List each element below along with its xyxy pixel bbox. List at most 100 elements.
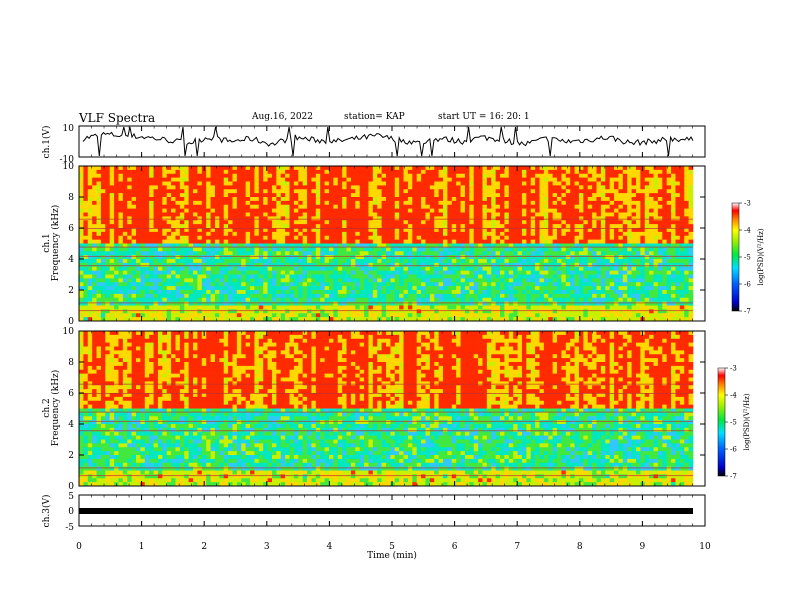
ch1-spec-cell	[83, 305, 89, 310]
ch1-spec-cell	[425, 166, 431, 171]
ch1-spec-cell	[166, 228, 172, 233]
ch1-spec-cell	[526, 189, 532, 194]
ch1-spec-cell	[364, 193, 369, 198]
ch1-spec-cell	[136, 278, 141, 283]
ch1-spec-cell	[482, 220, 488, 225]
ch1-spec-cell	[263, 177, 268, 182]
ch1-spec-cell	[473, 193, 479, 198]
ch1-spec-cell	[241, 181, 246, 186]
ch1-spec-cell	[263, 251, 268, 256]
ch1-spec-cell	[372, 177, 378, 182]
ch1-spec-cell	[618, 313, 624, 318]
ch1-spec-cell	[592, 282, 597, 287]
ch1-spec-cell	[372, 231, 378, 237]
ch1-spec-cell	[223, 177, 229, 182]
ch1-spec-cell	[583, 228, 589, 233]
ch1-spec-cell	[271, 274, 277, 279]
ch1-spec-cell	[355, 231, 360, 237]
ch1-spec-cell	[552, 169, 558, 175]
ch1-spec-cell	[464, 224, 470, 229]
ch1-spec-cell	[394, 185, 400, 190]
ch1-spec-cell	[377, 297, 382, 302]
ch1-spec-cell	[574, 177, 580, 182]
ch1-spec-cell	[197, 313, 203, 318]
ch1-spec-cell	[394, 220, 400, 225]
ch1-spec-cell	[219, 169, 225, 175]
ch1-spec-cell	[79, 224, 84, 229]
ch1-spec-cell	[583, 278, 589, 283]
ch1-spec-cell	[276, 297, 282, 302]
ch1-spec-cell	[307, 181, 312, 186]
ch1-spec-cell	[364, 197, 369, 202]
ch1-spec-cell	[469, 220, 475, 225]
ch1-spec-cell	[478, 313, 483, 318]
ch1-spec-cell	[105, 181, 110, 186]
ch1-spec-cell	[574, 220, 580, 225]
ch1-spec-cell	[245, 181, 251, 186]
ch1-spec-cell	[364, 177, 369, 182]
ch1-spec-cell	[197, 255, 203, 260]
ch1-spec-cell	[605, 173, 610, 178]
ch1-spec-cell	[412, 317, 417, 322]
ch1-spec-cell	[381, 305, 387, 310]
ch1-spec-cell	[394, 297, 400, 302]
ch1-spec-cell	[228, 200, 233, 206]
ch1-spec-cell	[416, 297, 422, 302]
ch1-spec-cell	[443, 290, 448, 295]
ch1-spec-cell	[570, 243, 575, 248]
ch1-spec-cell	[622, 193, 628, 198]
ch1-spec-cell	[162, 204, 168, 209]
ch1-spec-cell	[407, 282, 413, 287]
ch1-spec-cell	[153, 189, 159, 194]
ch1-spec-cell	[535, 305, 540, 310]
ch1-spec-cell	[315, 204, 321, 209]
ch1-spec-cell	[223, 270, 229, 275]
ch1-spec-cell	[241, 224, 246, 229]
ch1-spec-cell	[513, 216, 518, 221]
ch1-spec-cell	[144, 181, 150, 186]
ch1-spec-cell	[140, 224, 146, 229]
ch1-spec-cell	[403, 301, 409, 306]
ch1-spec-cell	[350, 181, 356, 186]
ch1-spec-cell	[171, 239, 176, 244]
ch1-spec-cell	[543, 200, 549, 206]
ch1-spec-cell	[482, 297, 488, 302]
ch1-spec-cell	[311, 255, 317, 260]
ch1-spec-cell	[280, 293, 286, 299]
ch1-spec-cell	[578, 290, 584, 295]
ch1-spec-cell	[153, 251, 159, 256]
ch1-spec-cell	[337, 220, 343, 225]
ch1-spec-cell	[596, 305, 602, 310]
ch1-spec-cell	[114, 177, 119, 182]
ch1-spec-cell	[464, 313, 470, 318]
ch1-spec-cell	[600, 204, 606, 209]
ch1-spec-cell	[377, 251, 382, 256]
ch1-spec-cell	[565, 173, 571, 178]
ch1-spec-cell	[618, 266, 624, 271]
ch1-spec-cell	[258, 193, 264, 198]
ch1-spec-cell	[469, 305, 475, 310]
ch1-spec-cell	[394, 243, 400, 248]
ch1-spec-cell	[521, 197, 527, 202]
ch1-spec-cell	[324, 169, 330, 175]
ch1-spec-cell	[504, 200, 510, 206]
ch1-spec-cell	[307, 185, 312, 190]
ch1-spec-cell	[100, 293, 106, 299]
ch1-spec-cell	[179, 301, 185, 306]
ch1-spec-cell	[491, 317, 496, 322]
ch1-spec-cell	[359, 193, 365, 198]
ch1-spec-cell	[390, 286, 396, 291]
ch1-spec-cell	[214, 216, 220, 221]
ch1-spec-cell	[324, 243, 330, 248]
ch1-spec-cell	[526, 317, 532, 322]
ch1-spec-cell	[193, 185, 198, 190]
ch1-spec-cell	[127, 286, 132, 291]
ch1-spec-cell	[587, 243, 593, 248]
ch1-spec-cell	[83, 243, 89, 248]
ch1-spec-cell	[250, 274, 255, 279]
ch1-spec-cell	[535, 247, 540, 252]
ch1-spec-cell	[618, 247, 624, 252]
ch1-spec-cell	[320, 270, 325, 275]
ch1-spec-cell	[214, 286, 220, 291]
ch1-spec-cell	[399, 259, 404, 264]
